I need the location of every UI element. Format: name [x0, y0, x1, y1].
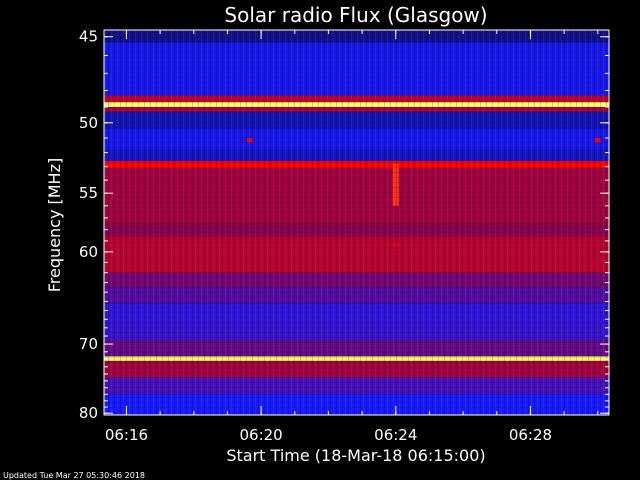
- x-axis: 06:16 06:20 06:24 06:28: [105, 30, 599, 444]
- y-axis-label: Frequency [MHz]: [45, 158, 64, 292]
- y-tick-label-1: 50: [79, 114, 98, 132]
- x-tick-label-0: 06:16: [105, 426, 148, 444]
- x-tick-label-3: 06:28: [509, 426, 552, 444]
- x-axis-label: Start Time (18-Mar-18 06:15:00): [226, 446, 485, 465]
- y-tick-label-5: 80: [79, 404, 98, 422]
- plot-frame: [103, 29, 610, 416]
- x-tick-label-2: 06:24: [374, 426, 417, 444]
- y-tick-label-4: 70: [79, 335, 98, 353]
- noise-overlay: [104, 30, 609, 415]
- updated-footer: Updated Tue Mar 27 05:30:46 2018: [3, 471, 145, 480]
- y-axis: 45 50 55 60 70 80: [79, 28, 609, 422]
- x-tick-label-1: 06:20: [239, 426, 282, 444]
- y-tick-label-0: 45: [79, 28, 98, 46]
- y-tick-label-3: 60: [79, 243, 98, 261]
- chart-title: Solar radio Flux (Glasgow): [224, 3, 487, 27]
- y-tick-label-2: 55: [79, 184, 98, 202]
